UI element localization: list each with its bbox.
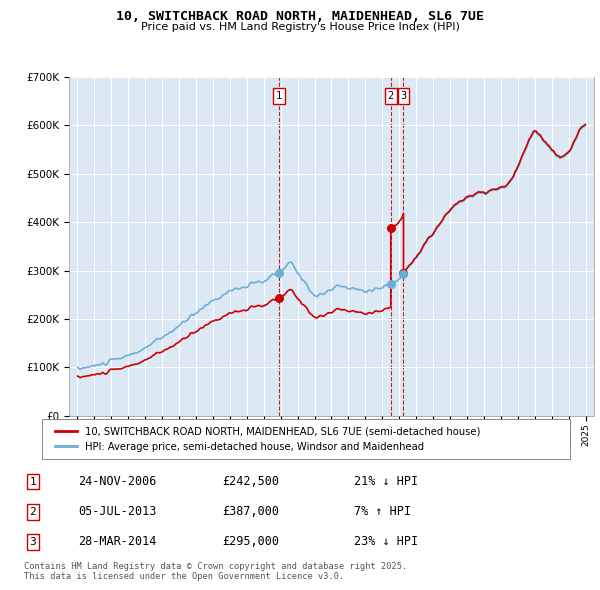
Text: 1: 1 — [29, 477, 37, 487]
Point — [398, 269, 408, 278]
Text: 3: 3 — [29, 537, 37, 547]
Text: £242,500: £242,500 — [222, 475, 279, 488]
Text: 2: 2 — [29, 507, 37, 517]
Point — [386, 279, 395, 289]
Text: 1: 1 — [276, 91, 282, 101]
Point — [386, 224, 395, 233]
Point — [274, 268, 284, 277]
Text: 28-MAR-2014: 28-MAR-2014 — [78, 536, 157, 549]
Point — [398, 268, 408, 278]
Text: £295,000: £295,000 — [222, 536, 279, 549]
Text: 05-JUL-2013: 05-JUL-2013 — [78, 505, 157, 518]
Legend: 10, SWITCHBACK ROAD NORTH, MAIDENHEAD, SL6 7UE (semi-detached house), HPI: Avera: 10, SWITCHBACK ROAD NORTH, MAIDENHEAD, S… — [47, 418, 488, 460]
Text: 21% ↓ HPI: 21% ↓ HPI — [354, 475, 418, 488]
Text: 3: 3 — [400, 91, 407, 101]
Text: 10, SWITCHBACK ROAD NORTH, MAIDENHEAD, SL6 7UE: 10, SWITCHBACK ROAD NORTH, MAIDENHEAD, S… — [116, 10, 484, 23]
Text: Price paid vs. HM Land Registry's House Price Index (HPI): Price paid vs. HM Land Registry's House … — [140, 22, 460, 32]
Text: Contains HM Land Registry data © Crown copyright and database right 2025.
This d: Contains HM Land Registry data © Crown c… — [24, 562, 407, 581]
Text: 7% ↑ HPI: 7% ↑ HPI — [354, 505, 411, 518]
Point — [274, 294, 284, 303]
Text: £387,000: £387,000 — [222, 505, 279, 518]
Text: 24-NOV-2006: 24-NOV-2006 — [78, 475, 157, 488]
Text: 2: 2 — [388, 91, 394, 101]
Text: 23% ↓ HPI: 23% ↓ HPI — [354, 536, 418, 549]
